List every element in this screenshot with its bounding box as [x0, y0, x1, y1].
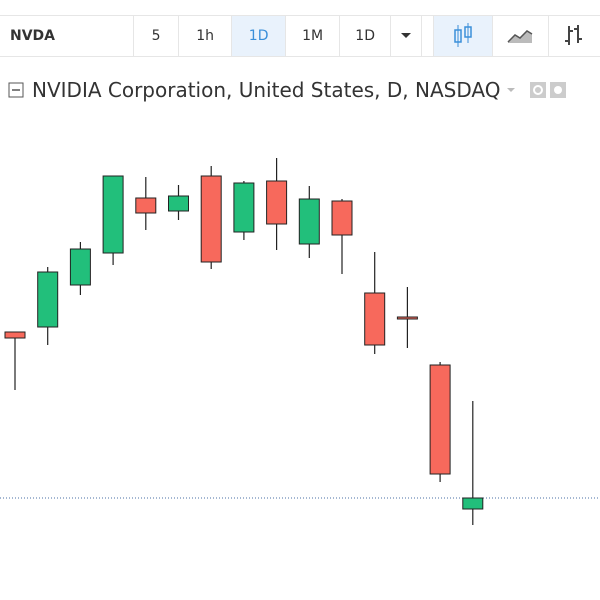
legend: NVIDIA Corporation, United States, D, NA…	[8, 78, 576, 102]
candle-body	[298, 198, 320, 245]
symbol[interactable]: NVDA	[0, 16, 135, 56]
collapse-icon[interactable]	[8, 82, 24, 98]
candle-body	[429, 364, 451, 475]
legend-title: NVIDIA Corporation, United States, D, NA…	[32, 78, 501, 102]
spacer	[422, 16, 435, 56]
icon	[507, 30, 533, 43]
dropdown[interactable]	[391, 16, 422, 56]
candle-body	[364, 292, 386, 346]
interval-button[interactable]: 1h	[179, 16, 233, 56]
icon	[565, 25, 583, 45]
candle-body	[331, 200, 353, 236]
candle-body	[135, 197, 157, 214]
candle-body	[4, 331, 26, 339]
interval-button[interactable]: 1D	[340, 16, 392, 56]
candles-button[interactable]	[434, 16, 493, 56]
toolbar: NVDA 5 1h 1D 1M 1D	[0, 15, 600, 57]
candle-body	[200, 175, 222, 263]
icon	[454, 23, 472, 47]
candle-body	[37, 271, 59, 328]
legend-controls[interactable]	[506, 80, 576, 100]
interval-button[interactable]: 1M	[286, 16, 341, 56]
interval-button[interactable]: 1D	[232, 16, 287, 56]
candle-body	[462, 497, 484, 510]
candle-body	[102, 175, 124, 254]
candle-body	[168, 195, 189, 212]
caret	[400, 33, 411, 38]
bars-button[interactable]	[549, 16, 600, 56]
candle-body	[69, 248, 91, 286]
interval-button[interactable]: 5	[134, 16, 180, 56]
line-button[interactable]	[493, 16, 549, 56]
candle-body	[233, 182, 255, 233]
candle-body	[396, 316, 418, 320]
candle-body	[266, 180, 288, 225]
intervals: 5 1h 1D 1M 1D	[134, 16, 392, 56]
